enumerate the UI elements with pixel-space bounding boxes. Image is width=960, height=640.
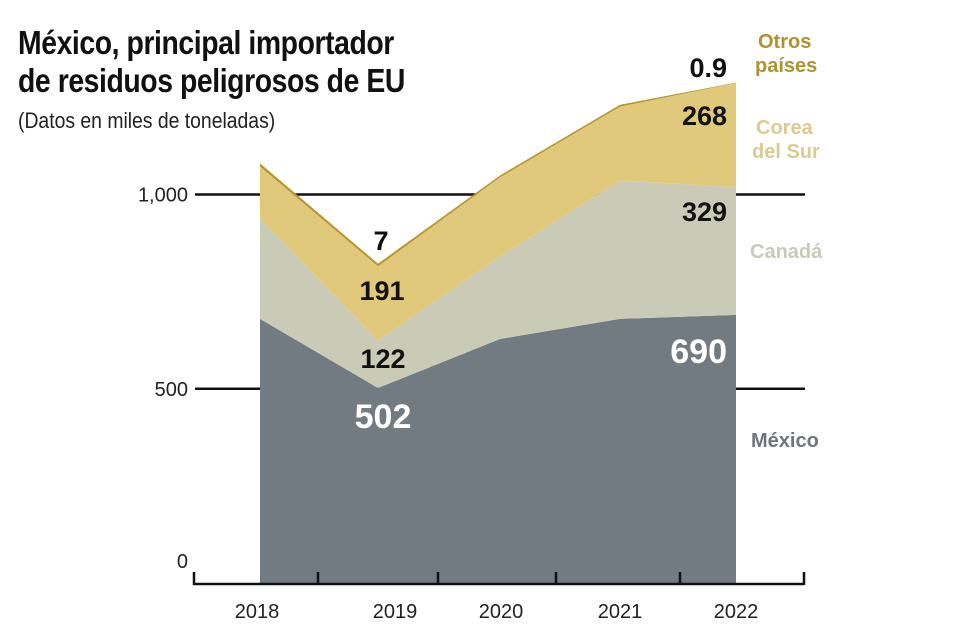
legend-otros-paises-line1: Otros bbox=[758, 31, 811, 53]
title-line-2: de residuos peligrosos de EU bbox=[18, 62, 405, 99]
legend-corea-line2: del Sur bbox=[752, 141, 820, 163]
x-tick-label: 2020 bbox=[479, 601, 524, 623]
area-canada bbox=[260, 180, 736, 388]
data-label-mexico-2019: 502 bbox=[355, 398, 412, 436]
x-tick-label: 2022 bbox=[714, 601, 759, 623]
area-corea-del-sur bbox=[260, 83, 736, 341]
y-tick-label: 0 bbox=[177, 551, 188, 573]
title-line-1: México, principal importador bbox=[18, 24, 394, 61]
data-label-corea-2022: 268 bbox=[682, 101, 727, 131]
data-label-corea-2019: 191 bbox=[359, 276, 404, 306]
chart-title: México, principal importador de residuos… bbox=[18, 24, 405, 100]
legend-canada: Canadá bbox=[750, 241, 823, 263]
x-tick-label: 2019 bbox=[373, 601, 418, 623]
data-label-otros-2019: 7 bbox=[373, 226, 388, 256]
legend-otros-paises-line2: países bbox=[755, 55, 817, 77]
y-tick-label: 500 bbox=[155, 379, 188, 401]
area-mexico bbox=[260, 314, 736, 583]
data-label-otros-2022: 0.9 bbox=[689, 53, 727, 83]
legend-mexico: México bbox=[751, 430, 819, 452]
data-label-mexico-2022: 690 bbox=[670, 333, 727, 371]
data-label-canada-2022: 329 bbox=[682, 197, 727, 227]
chart-subtitle: (Datos en miles de toneladas) bbox=[18, 108, 276, 133]
legend-corea-line1: Corea bbox=[756, 117, 814, 139]
x-tick-label: 2021 bbox=[598, 601, 643, 623]
x-tick-label: 2018 bbox=[235, 601, 280, 623]
data-label-canada-2019: 122 bbox=[360, 344, 405, 374]
y-tick-label: 1,000 bbox=[138, 185, 188, 207]
